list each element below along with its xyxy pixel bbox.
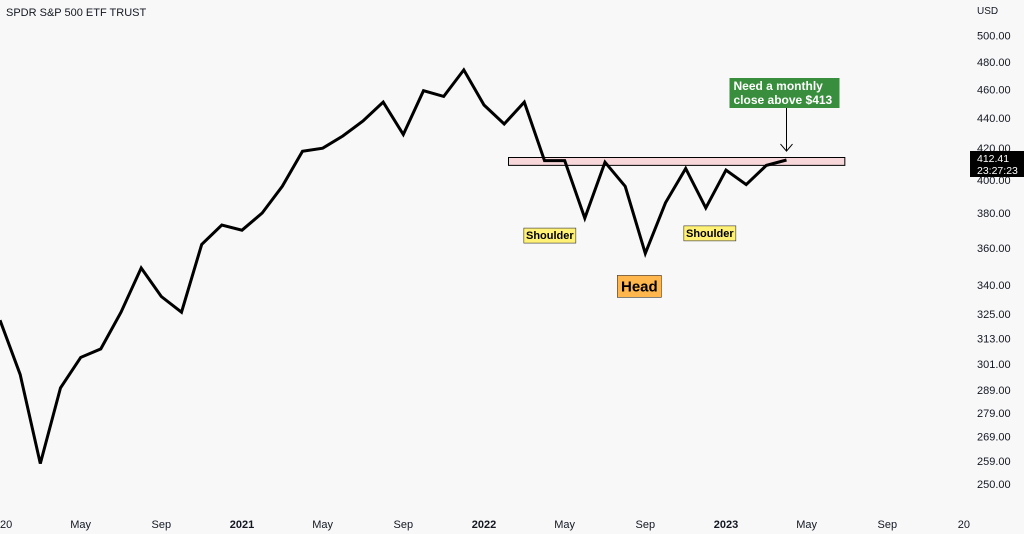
x-tick-label: 20 (958, 519, 970, 531)
callout-line-2: close above $413 (734, 93, 833, 107)
y-tick-label: 289.00 (977, 385, 1011, 397)
y-tick-label: 480.00 (977, 57, 1011, 69)
currency-label: USD (977, 6, 998, 17)
last-price-value: 412.41 (977, 153, 1009, 165)
callout-arrow-head (780, 143, 793, 152)
y-tick-label: 460.00 (977, 84, 1011, 96)
x-tick-label: May (312, 519, 333, 531)
callout-line-1: Need a monthly (734, 79, 824, 93)
y-tick-label: 259.00 (977, 456, 1011, 468)
y-tick-label: 380.00 (977, 208, 1011, 220)
x-tick-label: Sep (636, 519, 656, 531)
y-tick-label: 269.00 (977, 432, 1011, 444)
last-price-box (970, 150, 1024, 177)
resistance-zone (508, 157, 846, 166)
shoulder-label: Shoulder (526, 230, 574, 242)
callout-box (729, 78, 840, 108)
x-tick-label: May (796, 519, 817, 531)
y-tick-label: 313.00 (977, 333, 1011, 345)
price-series (0, 67, 787, 464)
x-tick-label: Sep (394, 519, 414, 531)
x-tick-label: 2021 (230, 519, 254, 531)
x-tick-label: Sep (152, 519, 172, 531)
y-tick-label: 440.00 (977, 113, 1011, 125)
y-tick-label: 301.00 (977, 359, 1011, 371)
price-line (0, 67, 787, 464)
y-tick-label: 279.00 (977, 408, 1011, 420)
chart-title: SPDR S&P 500 ETF TRUST (6, 7, 146, 19)
y-tick-label: 400.00 (977, 175, 1011, 187)
x-tick-label: May (554, 519, 575, 531)
shoulder-label-box (683, 225, 737, 242)
head-label-box (617, 275, 662, 298)
x-tick-label: May (70, 519, 91, 531)
y-axis: 500.00480.00460.00440.00420.00400.00380.… (977, 30, 1011, 491)
y-tick-label: 500.00 (977, 30, 1011, 42)
shoulder-label-box (523, 227, 577, 244)
resistance-zone-rect (508, 157, 846, 166)
x-tick-label: Sep (878, 519, 898, 531)
head-label: Head (621, 278, 658, 295)
x-tick-label: 2023 (714, 519, 738, 531)
x-tick-label: 20 (0, 519, 12, 531)
y-tick-label: 250.00 (977, 479, 1011, 491)
y-tick-label: 340.00 (977, 280, 1011, 292)
annotations: Shoulder Head Shoulder Need a monthlyclose … (523, 78, 840, 298)
x-tick-label: 2022 (472, 519, 496, 531)
y-tick-label: 360.00 (977, 243, 1011, 255)
x-axis: 20 May Sep 2021 May Sep 2022 May Sep 2023 May Sep 20 (0, 519, 970, 531)
last-price-time: 23:27:23 (977, 165, 1018, 177)
y-tick-label: 325.00 (977, 309, 1011, 321)
shoulder-label: Shoulder (686, 228, 734, 240)
